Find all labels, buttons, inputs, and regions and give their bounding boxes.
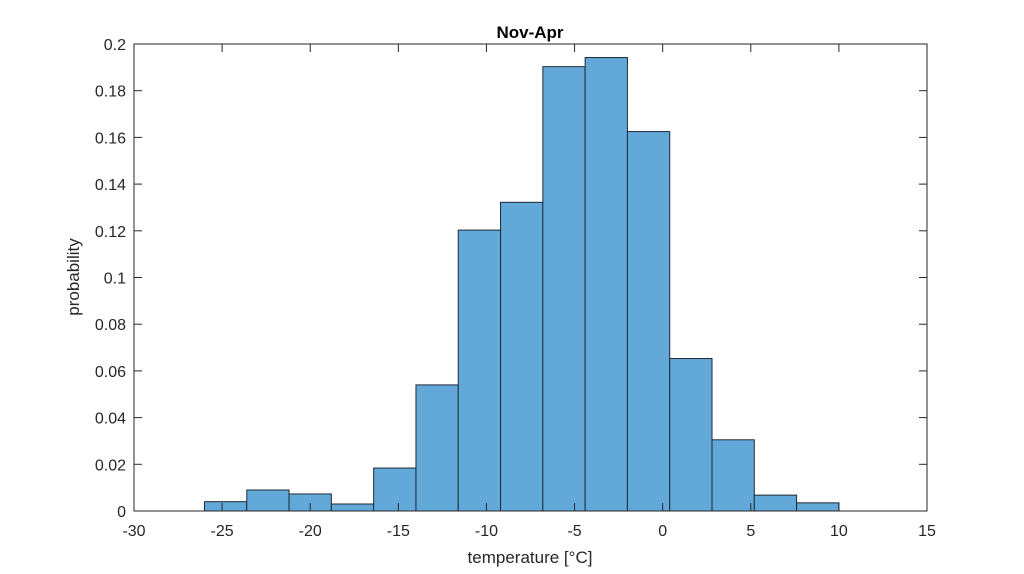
y-tick-label: 0.14	[95, 177, 126, 194]
y-tick-label: 0.2	[104, 37, 126, 54]
x-tick-label: 15	[918, 523, 936, 540]
x-axis-label: temperature [°C]	[468, 548, 593, 567]
histogram-bar	[500, 201, 544, 512]
histogram-bar	[203, 501, 248, 512]
chart-title: Nov-Apr	[496, 23, 563, 42]
histogram-bar	[584, 57, 628, 512]
x-tick-label: -10	[475, 523, 498, 540]
histogram-bar	[626, 131, 671, 512]
ticks-group: -30 -25 -20 -15 -10 -5 0 5 10 15 0 0.02 0.04 0.06 0.08…	[95, 37, 936, 540]
histogram-bar	[246, 489, 290, 512]
y-tick-label: 0.06	[95, 364, 126, 381]
histogram-bar	[669, 358, 713, 512]
y-tick-label: 0.04	[95, 411, 126, 428]
x-tick-label: -15	[387, 523, 410, 540]
x-tick-label: -20	[299, 523, 322, 540]
histogram-bar	[796, 502, 840, 512]
y-tick-label: 0.02	[95, 457, 126, 474]
x-tick-label: -25	[211, 523, 234, 540]
x-tick-label: 5	[746, 523, 755, 540]
histogram-bar	[753, 494, 798, 512]
y-tick-label: 0.16	[95, 130, 126, 147]
y-tick-label: 0.1	[104, 271, 126, 288]
histogram-bar	[373, 467, 417, 512]
bars-group	[203, 57, 840, 512]
x-tick-label: -5	[567, 523, 581, 540]
histogram-bar	[415, 384, 459, 512]
y-tick-label: 0.08	[95, 317, 126, 334]
histogram-bar	[457, 229, 502, 512]
y-tick-label: 0.18	[95, 84, 126, 101]
histogram-bar	[330, 503, 375, 512]
histogram-bar	[542, 66, 586, 512]
y-tick-label: 0	[117, 504, 126, 521]
y-axis-label: probability	[64, 238, 83, 316]
histogram-bar	[711, 439, 755, 512]
x-tick-label: -30	[122, 523, 145, 540]
x-tick-label: 10	[830, 523, 848, 540]
x-tick-label: 0	[658, 523, 667, 540]
y-tick-label: 0.12	[95, 224, 126, 241]
